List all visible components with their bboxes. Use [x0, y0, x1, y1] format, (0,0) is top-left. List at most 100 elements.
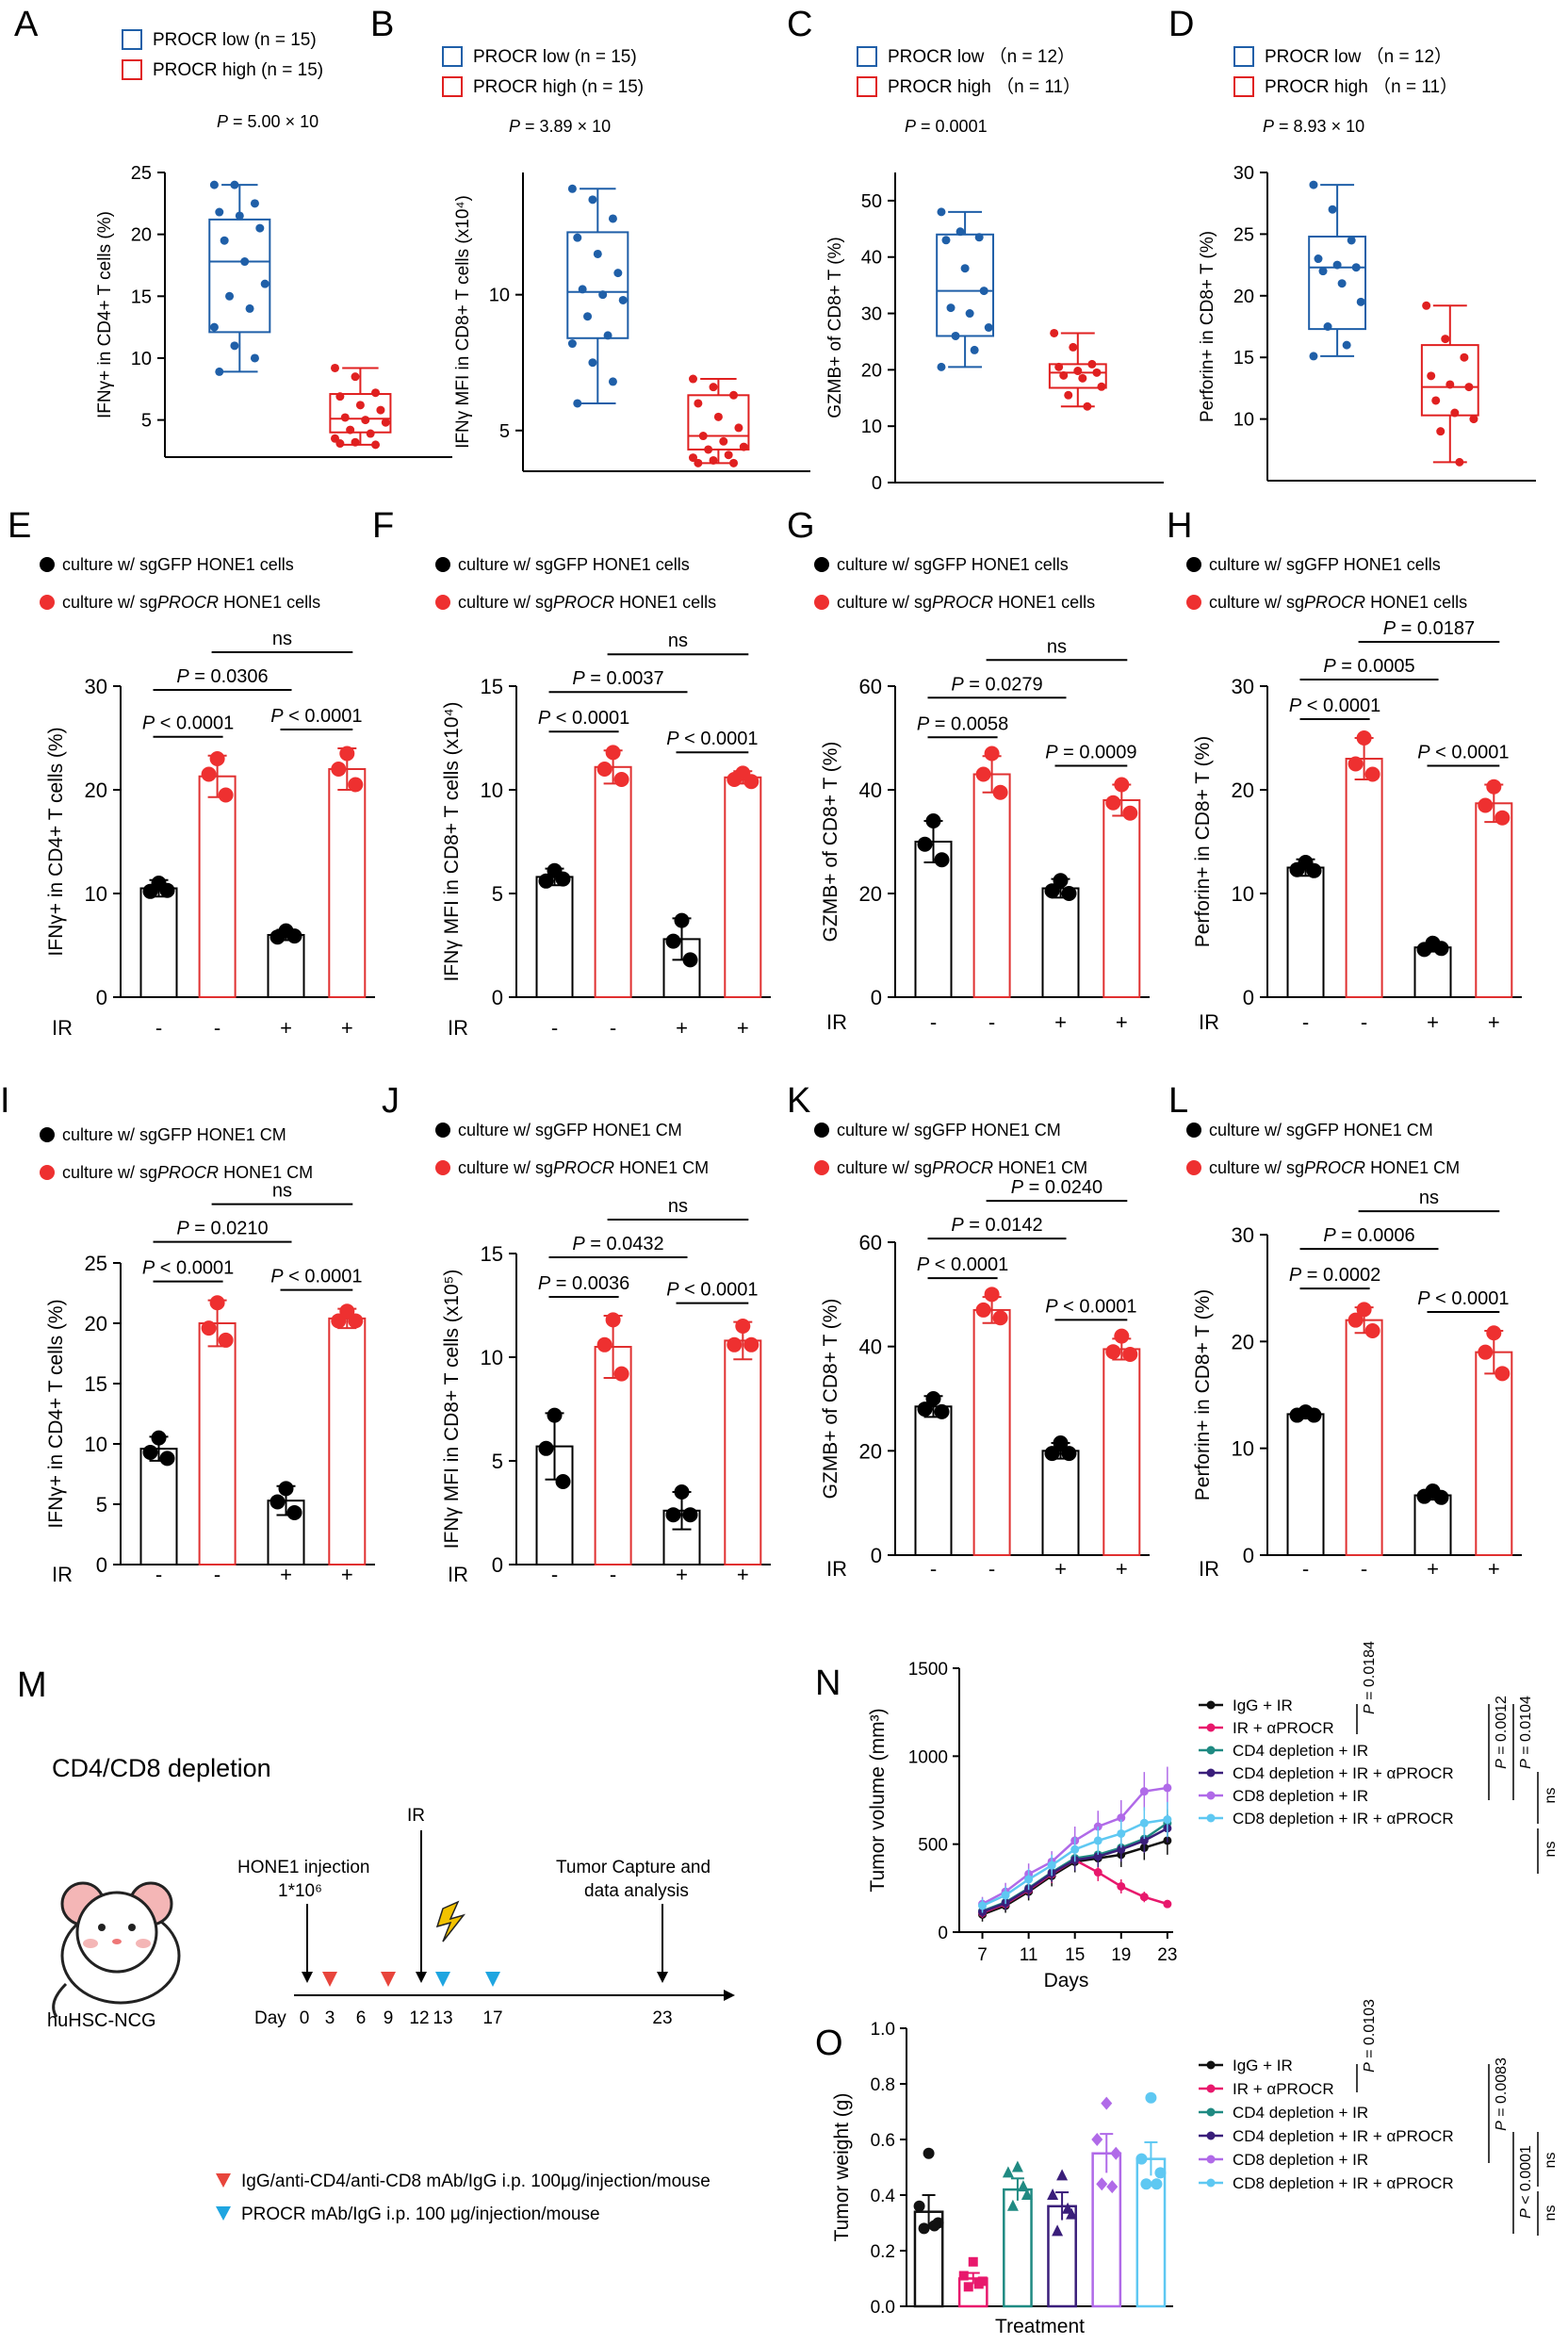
data-point [351, 437, 360, 447]
legend-dot [1186, 1160, 1201, 1175]
y-tick-label: 25 [85, 1252, 107, 1275]
day-tick-label: 23 [652, 2008, 672, 2028]
mouse-icon [52, 1881, 181, 2018]
y-axis-label: IFNγ+ in CD4+ T cells (%) [95, 211, 115, 418]
data-point [547, 1407, 563, 1423]
data-point [1117, 1813, 1126, 1823]
y-tick-label: 5 [141, 411, 152, 432]
legend-marker [1206, 1791, 1216, 1800]
data-point [1073, 367, 1083, 376]
data-point [688, 374, 697, 384]
data-point [934, 852, 950, 868]
data-point [1092, 368, 1102, 377]
data-point [1416, 1488, 1432, 1504]
y-tick-label: 0.4 [871, 2187, 896, 2206]
bar [1003, 2188, 1033, 2308]
legend-marker [1206, 1768, 1216, 1778]
data-point [1053, 873, 1069, 889]
legend-swatch [442, 46, 463, 67]
data-point [330, 363, 339, 372]
data-point [583, 312, 593, 321]
ir-title: IR [1199, 1010, 1219, 1034]
data-point [1469, 415, 1478, 424]
legend-label: IR + αPROCR [1233, 2080, 1334, 2098]
comparison-label: P < 0.0001 [666, 729, 758, 749]
data-point [992, 784, 1008, 800]
data-point [1332, 260, 1342, 270]
box-group [936, 207, 995, 371]
legend-label: CD4 depletion + IR [1233, 1742, 1368, 1760]
data-point [142, 883, 158, 899]
bar-group [662, 912, 701, 999]
y-tick-label: 40 [861, 248, 882, 269]
y-axis-label: Perforin+ in CD8+ T (%) [1192, 1289, 1214, 1500]
comparison-label: P = 0.0240 [1011, 1177, 1102, 1198]
legend-label: CD8 depletion + IR + αPROCR [1233, 2174, 1454, 2192]
data-point [1053, 1435, 1069, 1451]
line-chart-n: N 0 500 1000 1500 7 11 15 19 23 Days Tumor volume (… [815, 1641, 1559, 1992]
data-point [603, 331, 612, 340]
legend-blue-text: PROCR mAb/IgG i.p. 100 μg/injection/mous… [241, 2205, 600, 2224]
data-point [613, 1366, 629, 1382]
data-point [1139, 1893, 1149, 1902]
bar [1475, 802, 1513, 998]
data-point [978, 1901, 988, 1910]
y-tick-label: 5 [492, 882, 503, 906]
panel-letter: E [8, 506, 31, 546]
data-point [925, 813, 941, 828]
comparison-label: P = 0.0037 [572, 668, 663, 689]
legend-marker [1206, 2060, 1216, 2070]
data-point [1416, 942, 1432, 958]
panel-letter: G [787, 506, 815, 546]
bar-group [328, 746, 367, 998]
y-tick-label: 0 [492, 986, 503, 1009]
data-point [260, 279, 270, 288]
data-point [1056, 2169, 1069, 2181]
data-point [709, 455, 718, 465]
box-body [936, 233, 995, 337]
data-point [963, 2282, 973, 2292]
data-point [351, 372, 360, 382]
bar-group [1345, 1302, 1383, 1556]
y-tick-label: 20 [1232, 1330, 1254, 1353]
y-tick-label: 10 [1232, 1437, 1254, 1461]
legend-label: culture w/ sgPROCR HONE1 CM [837, 1158, 1087, 1177]
data-point [608, 377, 617, 386]
ir-sign: - [1361, 1557, 1367, 1581]
data-point [734, 423, 743, 433]
data-point [1001, 1891, 1010, 1900]
data-point [1337, 279, 1347, 288]
day-tick-label: 3 [325, 2008, 335, 2028]
legend-label: PROCR high (n = 15) [153, 60, 323, 80]
data-point [958, 2270, 969, 2281]
box-body [329, 393, 392, 434]
legend-marker [1206, 2131, 1216, 2140]
data-point [941, 236, 951, 245]
data-point [1323, 322, 1332, 331]
comparison-label: P < 0.0001 [538, 708, 629, 729]
data-point [230, 180, 239, 189]
bar-group [594, 745, 632, 998]
lightning-icon [435, 1900, 466, 1942]
p-value: P = 0.0001 [905, 117, 988, 136]
y-tick-label: 25 [131, 163, 152, 184]
red-injection-arrow [322, 1972, 337, 1987]
ir-sign: - [155, 1563, 162, 1586]
capture-label-1: Tumor Capture and [556, 1858, 710, 1877]
data-point [250, 353, 259, 363]
data-point [1070, 1844, 1080, 1854]
ir-sign: + [280, 1016, 292, 1040]
y-tick-label: 10 [131, 349, 152, 369]
ir-sign: - [155, 1016, 162, 1040]
legend-dot [1186, 595, 1201, 610]
data-point [331, 1313, 347, 1329]
data-point [925, 1391, 941, 1406]
data-point [1062, 2202, 1074, 2214]
data-point [709, 383, 718, 392]
data-point [694, 399, 703, 408]
data-point [555, 871, 571, 887]
comparison-label: P = 0.0006 [1323, 1225, 1414, 1246]
